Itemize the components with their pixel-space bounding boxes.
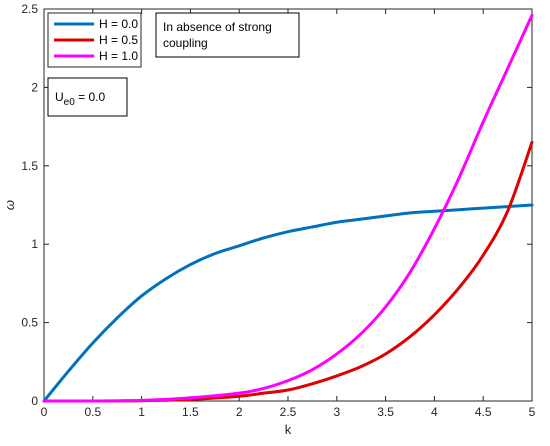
coupling-annotation-line2: coupling xyxy=(163,36,208,50)
y-tick-label: 1 xyxy=(31,237,38,251)
legend-entry: H = 0.5 xyxy=(99,33,138,47)
y-tick-label: 1.5 xyxy=(21,159,38,173)
x-tick-label: 0.5 xyxy=(84,405,101,419)
y-tick-label: 0 xyxy=(31,394,38,408)
x-tick-label: 3 xyxy=(333,405,340,419)
y-tick-label: 2 xyxy=(31,80,38,94)
y-tick-label: 2.5 xyxy=(21,2,38,16)
x-tick-label: 1 xyxy=(138,405,145,419)
x-tick-label: 0 xyxy=(41,405,48,419)
y-axis-label: ω xyxy=(2,200,17,210)
param-annotation-box: Ue0 = 0.0 xyxy=(47,77,128,117)
legend: H = 0.0 H = 0.5 H = 1.0 xyxy=(47,12,142,68)
series-line-1 xyxy=(42,203,534,403)
legend-entry: H = 1.0 xyxy=(99,49,138,63)
x-axis-label: k xyxy=(285,422,292,437)
legend-entry: H = 0.0 xyxy=(99,17,138,31)
param-annotation-frame xyxy=(47,77,128,117)
axis-ticks: 0 0.5 1 1.5 2 2.5 3 3.5 4 4.5 5 0 0.5 1 1.5 2 2.5 xyxy=(21,2,535,419)
x-tick-label: 1.5 xyxy=(182,405,199,419)
x-tick-label: 3.5 xyxy=(377,405,394,419)
param-subscript: e0 xyxy=(64,97,76,108)
param-value: = 0.0 xyxy=(75,90,106,104)
series-line-3 xyxy=(42,13,534,403)
x-tick-label: 4.5 xyxy=(475,405,492,419)
x-tick-label: 2.5 xyxy=(280,405,297,419)
param-annotation: Ue0 = 0.0 xyxy=(55,90,105,108)
param-symbol: U xyxy=(55,90,64,104)
x-tick-label: 4 xyxy=(431,405,438,419)
x-tick-label: 2 xyxy=(236,405,243,419)
coupling-annotation-frame xyxy=(155,12,300,58)
coupling-annotation-box: In absence of strong coupling xyxy=(155,12,300,58)
y-tick-label: 0.5 xyxy=(21,316,38,330)
coupling-annotation-line1: In absence of strong xyxy=(163,20,272,34)
series-lines xyxy=(42,13,534,403)
x-tick-label: 5 xyxy=(529,405,536,419)
